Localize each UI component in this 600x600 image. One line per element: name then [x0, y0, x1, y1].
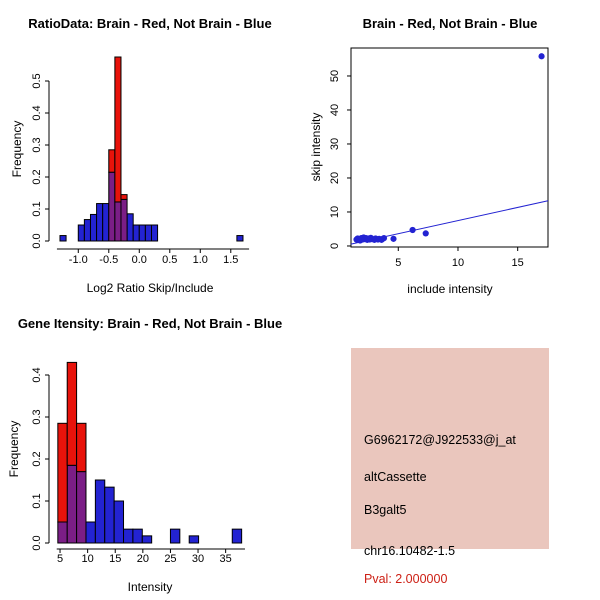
intensity-histogram-xlabel: Intensity [127, 580, 173, 594]
svg-text:0: 0 [329, 243, 341, 249]
gene-name-text: B3galt5 [364, 503, 407, 517]
svg-text:30: 30 [329, 138, 341, 150]
svg-text:30: 30 [192, 553, 204, 565]
scatter-plot-xlabel: include intensity [407, 282, 493, 296]
svg-text:0.4: 0.4 [31, 105, 43, 120]
svg-text:0.0: 0.0 [31, 233, 43, 248]
ratio-histogram-panel: RatioData: Brain - Red, Not Brain - Blue… [0, 0, 300, 300]
scatter-plot-canvas: 0 10 20 30 40 50 5 10 15 [329, 47, 549, 269]
svg-text:35: 35 [220, 553, 232, 565]
svg-text:0.3: 0.3 [31, 409, 43, 424]
svg-text:40: 40 [329, 104, 341, 116]
svg-text:20: 20 [329, 172, 341, 184]
svg-text:50: 50 [329, 70, 341, 82]
svg-text:10: 10 [452, 257, 464, 269]
scatter-plot-panel: Brain - Red, Not Brain - Blue skip inten… [300, 0, 600, 300]
svg-text:0.0: 0.0 [31, 535, 43, 550]
intensity-histogram-title: Gene Itensity: Brain - Red, Not Brain - … [17, 316, 283, 331]
svg-text:0.1: 0.1 [31, 201, 43, 216]
svg-text:10: 10 [82, 553, 94, 565]
svg-text:10: 10 [329, 206, 341, 218]
svg-text:0.1: 0.1 [31, 493, 43, 508]
scatter-plot-title: Brain - Red, Not Brain - Blue [362, 16, 538, 31]
svg-text:0.0: 0.0 [132, 254, 147, 266]
svg-text:1.0: 1.0 [193, 254, 208, 266]
svg-text:-1.0: -1.0 [69, 254, 88, 266]
ratio-histogram-title: RatioData: Brain - Red, Not Brain - Blue [28, 16, 272, 31]
svg-text:0.2: 0.2 [31, 451, 43, 466]
svg-text:5: 5 [57, 553, 63, 565]
intensity-histogram-panel: Gene Itensity: Brain - Red, Not Brain - … [0, 300, 300, 600]
svg-text:0.3: 0.3 [31, 137, 43, 152]
svg-text:0.5: 0.5 [162, 254, 177, 266]
ratio-histogram-canvas: 0.0 0.1 0.2 0.3 0.4 0.5 -1.0 -0.5 0.0 0.5 1.0 1.5 [31, 56, 250, 266]
svg-text:5: 5 [395, 257, 401, 269]
probe-id-text: G6962172@J922533@j_at [364, 433, 516, 447]
ratio-histogram-xlabel: Log2 Ratio Skip/Include [86, 281, 214, 295]
intensity-histogram-canvas: 0.0 0.1 0.2 0.3 0.4 5 10 15 20 25 30 35 [31, 361, 245, 565]
svg-text:1.5: 1.5 [223, 254, 238, 266]
svg-text:25: 25 [164, 553, 176, 565]
chromosome-location-text: chr16.10482-1.5 [364, 544, 456, 558]
svg-text:0.5: 0.5 [31, 73, 43, 88]
svg-text:0.2: 0.2 [31, 169, 43, 184]
svg-text:15: 15 [512, 257, 524, 269]
gene-info-panel: G6962172@J922533@j_at altCassette B3galt… [300, 300, 600, 600]
splice-type-text: altCassette [364, 470, 427, 484]
svg-text:15: 15 [109, 553, 121, 565]
gene-info-box: G6962172@J922533@j_at altCassette B3galt… [351, 348, 549, 586]
svg-text:-0.5: -0.5 [99, 254, 118, 266]
pval-text: Pval: 2.000000 [364, 572, 448, 586]
svg-text:0.4: 0.4 [31, 367, 43, 382]
svg-text:20: 20 [137, 553, 149, 565]
